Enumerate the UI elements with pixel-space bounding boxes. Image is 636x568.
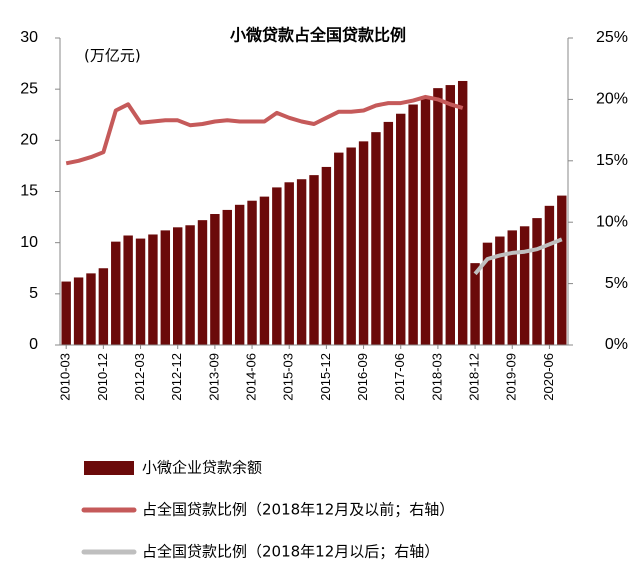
bar (309, 175, 319, 345)
y-tick-label: 20 (20, 132, 38, 149)
x-tick-label: 2010-12 (95, 353, 110, 401)
x-tick-label: 2016-09 (355, 353, 370, 401)
x-tick-label: 2014-06 (243, 353, 258, 401)
y-tick-label: 30 (20, 29, 38, 46)
y-tick-label: 25 (20, 80, 38, 97)
legend-swatch (84, 461, 134, 475)
x-tick-label: 2020-06 (541, 353, 556, 401)
bar (148, 234, 158, 345)
y-tick-label: 10 (20, 234, 38, 251)
bar (259, 196, 270, 345)
bar (470, 263, 480, 345)
y2-tick-label: 15% (596, 152, 628, 169)
y2-tick-label: 10% (596, 213, 628, 230)
bar (296, 179, 307, 345)
bar (544, 205, 555, 345)
bar (557, 195, 567, 345)
bar (457, 80, 468, 345)
x-tick-label: 2012-12 (169, 353, 184, 401)
bar (532, 218, 542, 345)
bar (420, 96, 431, 345)
legend-label: 占全国贷款比例（2018年12月以后；右轴） (142, 543, 439, 561)
y2-tick-label: 20% (596, 91, 628, 108)
bar (383, 121, 394, 345)
x-tick-label: 2018-03 (429, 353, 444, 401)
legend-label: 占全国贷款比例（2018年12月及以前；右轴） (142, 501, 454, 519)
bar (210, 214, 220, 345)
y-tick-label: 0 (29, 336, 38, 353)
bar (284, 182, 294, 345)
bar (433, 88, 443, 345)
bar (234, 204, 245, 345)
bar (371, 132, 381, 345)
bar (197, 220, 208, 345)
x-tick-label: 2019-09 (504, 353, 519, 401)
bar (86, 273, 96, 345)
bar (247, 200, 257, 345)
y-axis-unit: (万亿元) (84, 47, 141, 65)
y-tick-label: 15 (20, 183, 38, 200)
bar (172, 227, 183, 345)
x-tick-label: 2015-03 (281, 353, 296, 401)
bar (396, 113, 406, 345)
x-tick-label: 2010-03 (58, 353, 73, 401)
y2-tick-label: 25% (596, 29, 628, 46)
line (473, 237, 563, 276)
y-tick-label: 5 (29, 285, 38, 302)
bar (346, 147, 356, 345)
bar (519, 226, 530, 345)
line (65, 94, 464, 166)
bar (135, 238, 146, 345)
x-tick-label: 2013-09 (206, 353, 221, 401)
x-tick-label: 2015-12 (318, 353, 333, 401)
bar (358, 141, 369, 345)
y2-tick-label: 0% (605, 336, 628, 353)
bar (445, 85, 456, 345)
x-tick-label: 2012-03 (132, 353, 147, 401)
bar (507, 230, 517, 345)
bar (321, 166, 332, 345)
bar (73, 277, 84, 345)
bar (482, 242, 493, 345)
chart-title: 小微贷款占全国贷款比例 (230, 26, 406, 45)
bar (111, 241, 121, 345)
bar (272, 187, 282, 345)
bar (98, 268, 109, 345)
legend-label: 小微企业贷款余额 (142, 459, 262, 477)
bar (61, 281, 71, 345)
bar (408, 104, 418, 346)
x-tick-label: 2017-06 (392, 353, 407, 401)
bar (160, 230, 171, 345)
bar (222, 209, 232, 345)
bar (334, 152, 344, 345)
bar (185, 225, 195, 345)
bar (123, 235, 133, 345)
x-tick-label: 2018-12 (467, 353, 482, 401)
bar (495, 236, 505, 345)
y2-tick-label: 5% (605, 275, 628, 292)
